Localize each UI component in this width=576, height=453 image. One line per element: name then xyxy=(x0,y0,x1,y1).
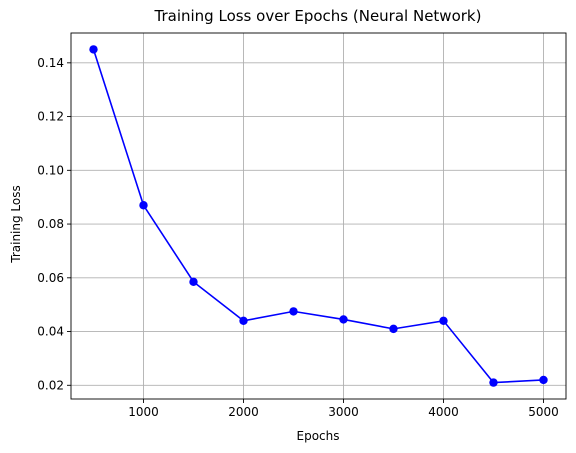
y-axis-label: Training Loss xyxy=(9,185,23,263)
data-point xyxy=(139,201,148,210)
data-point xyxy=(439,316,448,326)
data-point xyxy=(189,277,198,287)
series-line xyxy=(92,49,544,384)
data-point xyxy=(389,324,398,334)
y-tick-label: 0.08 xyxy=(37,217,64,231)
chart-title: Training Loss over Epochs (Neural Networ… xyxy=(154,7,482,25)
data-point xyxy=(339,315,348,324)
x-tick-label: 5000 xyxy=(528,405,559,419)
x-tick-label: 4000 xyxy=(428,405,459,419)
x-axis-label: Epochs xyxy=(297,429,340,443)
y-tick-label: 0.10 xyxy=(37,163,64,177)
x-tick-label: 1000 xyxy=(128,405,159,419)
data-point xyxy=(489,378,498,387)
data-point xyxy=(239,316,248,326)
y-tick-label: 0.04 xyxy=(37,325,64,339)
data-point xyxy=(289,307,298,316)
x-tick-label: 3000 xyxy=(328,405,359,419)
data-series xyxy=(89,45,548,387)
x-tick-label: 2000 xyxy=(228,405,259,419)
y-tick-label: 0.02 xyxy=(37,378,64,392)
y-tick-label: 0.14 xyxy=(37,56,64,70)
y-tick-label: 0.06 xyxy=(37,271,64,285)
data-point xyxy=(89,45,98,54)
data-point xyxy=(539,375,548,385)
y-tick-label: 0.12 xyxy=(37,110,64,124)
plot-frame xyxy=(70,32,567,400)
axis-ticks: 1000 2000 3000 4000 5000 0.02 0.04 0.06 0.08 0.10… xyxy=(37,56,558,419)
grid xyxy=(71,33,566,399)
